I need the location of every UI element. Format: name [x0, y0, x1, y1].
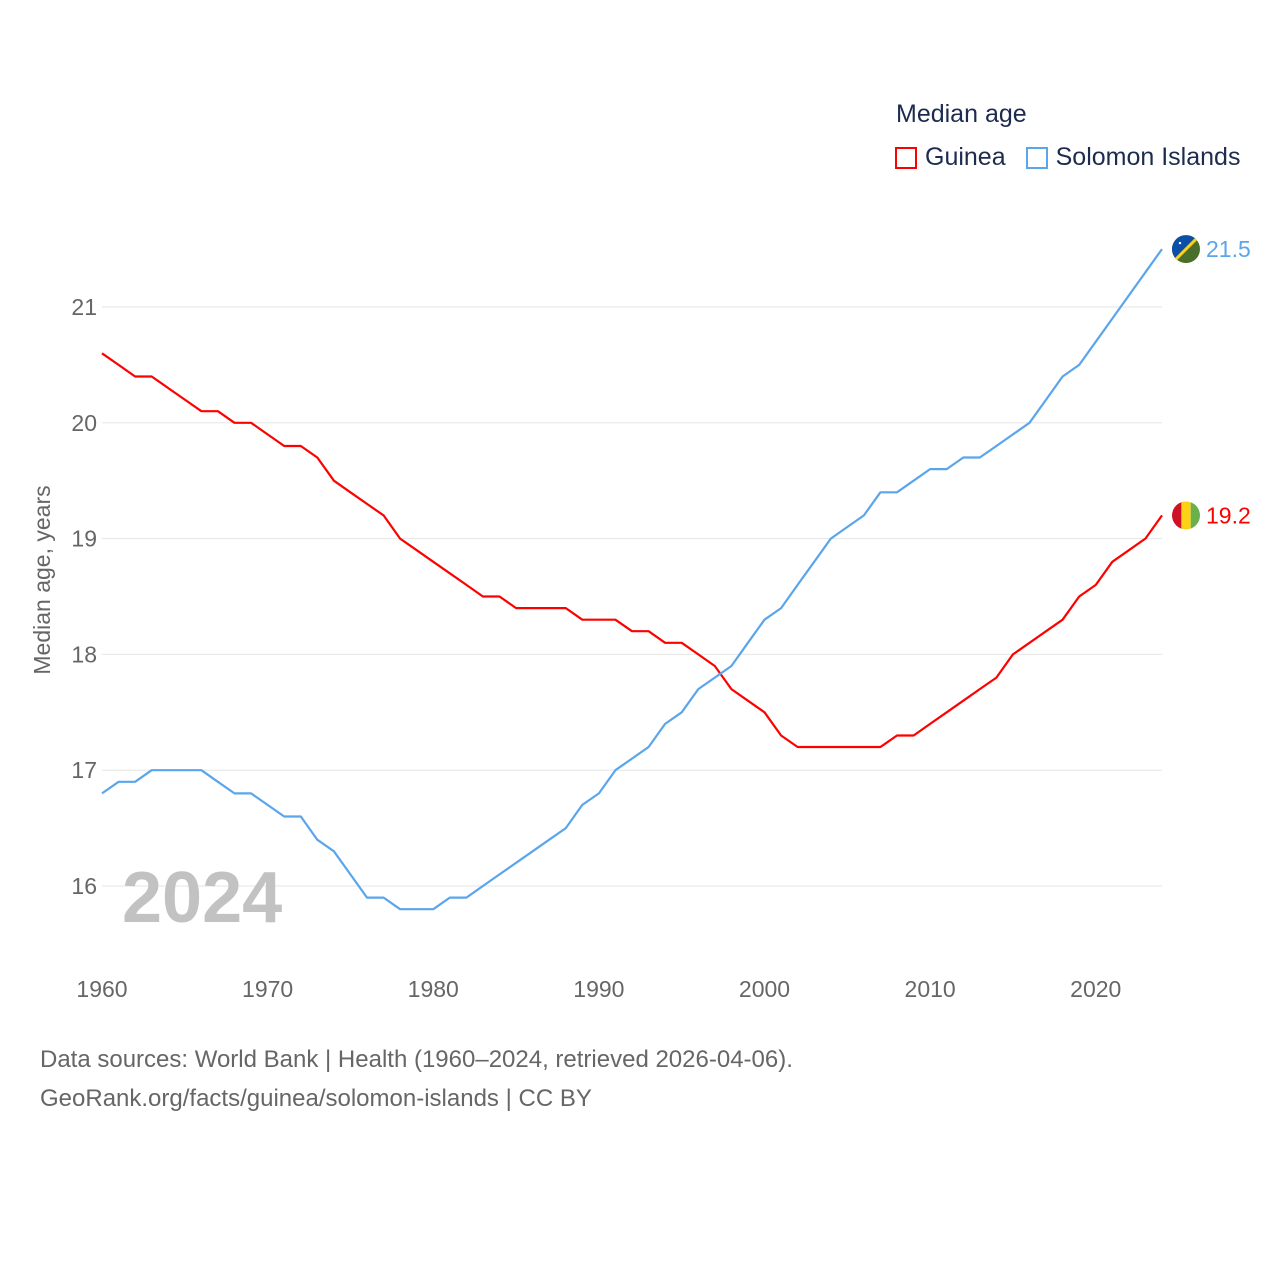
x-tick-label: 2010	[905, 976, 956, 1002]
end-value-label-solomon-islands: 21.5	[1206, 236, 1251, 262]
data-source: Data sources: World Bank | Health (1960–…	[40, 1046, 793, 1073]
legend-swatch-guinea	[895, 146, 917, 169]
y-tick-label: 16	[71, 873, 97, 899]
y-axis-label: Median age, years	[29, 485, 55, 674]
source-link[interactable]: GeoRank.org/facts/guinea/solomon-islands…	[40, 1085, 592, 1112]
legend-label-guinea[interactable]: Guinea	[925, 143, 1006, 171]
year-label: 2024	[122, 858, 282, 938]
legend-swatch-solomon-islands	[1025, 146, 1048, 169]
y-tick-label: 17	[71, 757, 97, 783]
y-tick-label: 21	[71, 294, 97, 320]
x-tick-label: 1990	[573, 976, 624, 1002]
x-tick-label: 2000	[739, 976, 790, 1002]
y-tick-label: 20	[71, 410, 97, 436]
y-tick-label: 19	[71, 526, 97, 552]
x-tick-label: 1980	[408, 976, 459, 1002]
series-line-solomon-islands	[101, 248, 1163, 911]
flag-guinea-icon	[1172, 501, 1200, 530]
y-tick-label: 18	[71, 641, 97, 667]
series-line-guinea	[101, 352, 1163, 749]
x-tick-label: 2020	[1070, 976, 1121, 1002]
x-tick-label: 1960	[76, 976, 127, 1002]
x-tick-label: 1970	[242, 976, 293, 1002]
legend: Guinea Solomon Islands	[895, 143, 1240, 172]
flag-solomon-islands-icon	[1172, 235, 1200, 264]
legend-label-solomon-islands[interactable]: Solomon Islands	[1055, 143, 1241, 171]
legend-title: Median age	[896, 100, 1027, 128]
end-value-label-guinea: 19.2	[1206, 502, 1251, 528]
